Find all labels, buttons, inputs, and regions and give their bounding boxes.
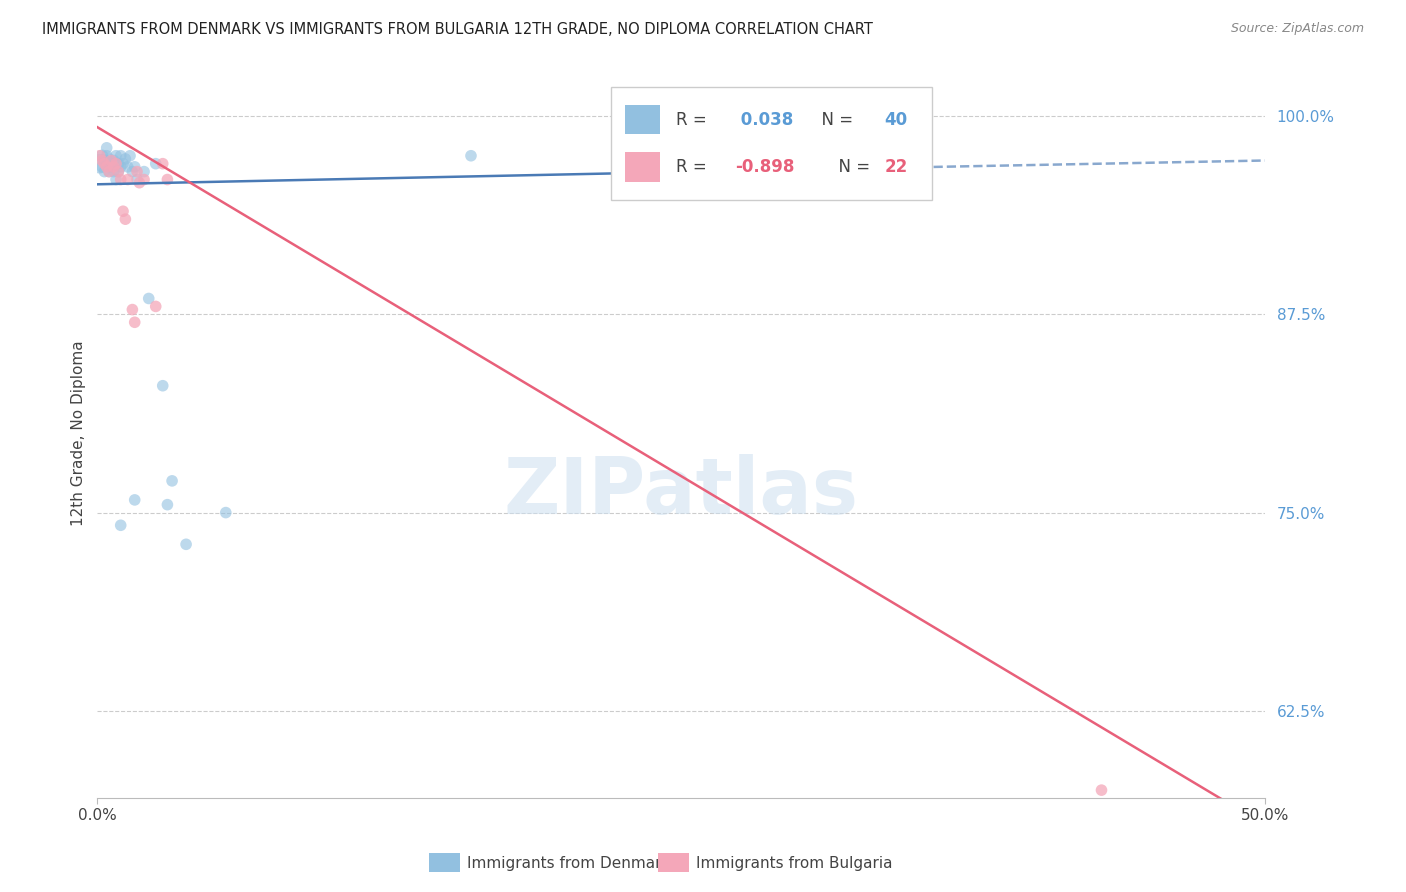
Point xyxy=(98,164,121,178)
Point xyxy=(174,537,197,551)
Text: Source: ZipAtlas.com: Source: ZipAtlas.com xyxy=(1230,22,1364,36)
FancyBboxPatch shape xyxy=(626,153,661,182)
Point xyxy=(117,172,139,186)
Point xyxy=(460,149,482,163)
Point xyxy=(96,160,118,174)
Y-axis label: 12th Grade, No Diploma: 12th Grade, No Diploma xyxy=(72,341,86,526)
Point xyxy=(121,302,143,317)
Point xyxy=(107,164,129,178)
Point xyxy=(103,160,125,174)
Text: Immigrants from Bulgaria: Immigrants from Bulgaria xyxy=(696,856,893,871)
Point xyxy=(105,172,128,186)
Point xyxy=(145,156,167,170)
Point xyxy=(132,164,155,178)
Point xyxy=(107,164,129,178)
Point xyxy=(110,149,132,163)
Point xyxy=(118,149,141,163)
Point xyxy=(114,212,136,227)
Text: 22: 22 xyxy=(884,158,907,176)
Point xyxy=(124,492,146,507)
Point xyxy=(93,153,115,168)
Point xyxy=(1090,783,1112,797)
Point xyxy=(100,153,122,168)
Text: ZIPatlas: ZIPatlas xyxy=(503,454,859,530)
Point xyxy=(121,164,143,178)
Point xyxy=(763,144,786,158)
Text: R =: R = xyxy=(676,158,713,176)
Text: IMMIGRANTS FROM DENMARK VS IMMIGRANTS FROM BULGARIA 12TH GRADE, NO DIPLOMA CORRE: IMMIGRANTS FROM DENMARK VS IMMIGRANTS FR… xyxy=(42,22,873,37)
Text: Immigrants from Denmark: Immigrants from Denmark xyxy=(467,856,671,871)
Point xyxy=(107,156,129,170)
Point xyxy=(152,156,174,170)
Point xyxy=(124,315,146,329)
Point xyxy=(110,518,132,533)
Point xyxy=(91,153,114,168)
Point xyxy=(138,292,160,306)
Point xyxy=(125,172,148,186)
Text: N =: N = xyxy=(828,158,876,176)
Point xyxy=(96,141,118,155)
Text: 0.038: 0.038 xyxy=(735,111,793,128)
Point xyxy=(125,164,148,178)
Point xyxy=(100,156,122,170)
Point xyxy=(128,176,150,190)
Point xyxy=(96,156,118,170)
Point xyxy=(89,156,111,170)
Point xyxy=(98,160,121,174)
Point xyxy=(132,172,155,186)
Point xyxy=(152,378,174,392)
Text: -0.898: -0.898 xyxy=(735,158,794,176)
Text: 40: 40 xyxy=(884,111,907,128)
Point xyxy=(98,152,121,166)
Point xyxy=(93,164,115,178)
Point xyxy=(110,160,132,174)
Point xyxy=(91,149,114,163)
Point xyxy=(156,172,179,186)
Point xyxy=(98,164,121,178)
Point xyxy=(124,160,146,174)
Point xyxy=(105,156,128,170)
Text: R =: R = xyxy=(676,111,713,128)
Point xyxy=(156,498,179,512)
Point xyxy=(114,152,136,166)
Point xyxy=(93,156,115,170)
Point xyxy=(110,172,132,186)
Point xyxy=(103,164,125,178)
Point xyxy=(100,160,122,174)
Point xyxy=(145,300,167,314)
FancyBboxPatch shape xyxy=(626,105,661,134)
Point xyxy=(215,506,238,520)
Point xyxy=(96,149,118,163)
Point xyxy=(103,153,125,168)
Text: N =: N = xyxy=(811,111,858,128)
Point xyxy=(105,149,128,163)
Point xyxy=(89,149,111,163)
Point xyxy=(112,156,135,170)
Point xyxy=(117,160,139,174)
FancyBboxPatch shape xyxy=(612,87,932,200)
Point xyxy=(160,474,183,488)
Point xyxy=(112,204,135,219)
Point xyxy=(91,160,114,174)
